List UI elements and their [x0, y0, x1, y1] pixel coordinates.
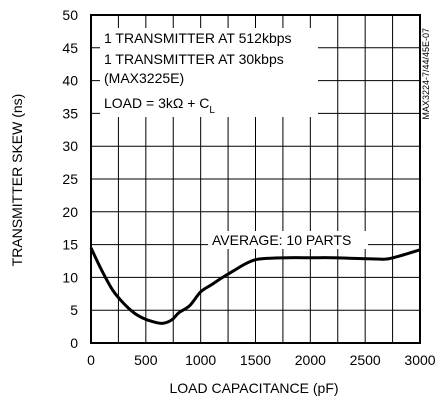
annotation-background: [100, 28, 318, 117]
tick-labels: 0 500 1000 1500 2000 2500 3000 0 5 10 15 20 25 30 35 40…: [62, 7, 435, 368]
x-tick-label: 2500: [350, 352, 381, 368]
annotation-load-subscript: L: [209, 105, 215, 116]
y-tick-label: 45: [62, 40, 78, 56]
annotation-load: LOAD = 3kΩ + CL: [104, 95, 215, 116]
x-tick-label: 0: [87, 352, 95, 368]
annotation-group: 1 TRANSMITTER AT 512kbps 1 TRANSMITTER A…: [100, 28, 318, 117]
y-tick-label: 0: [70, 335, 78, 351]
y-axis-title: TRANSMITTER SKEW (ns): [9, 94, 25, 267]
y-tick-label: 35: [62, 105, 78, 121]
average-label-background: [208, 231, 368, 249]
y-tick-label: 20: [62, 204, 78, 220]
x-tick-label: 1500: [240, 352, 271, 368]
y-tick-label: 5: [70, 302, 78, 318]
series-line: [89, 247, 421, 325]
annotation-line-1: 1 TRANSMITTER AT 512kbps: [104, 30, 292, 46]
series-group: [89, 247, 421, 325]
annotation-line-2: 1 TRANSMITTER AT 30kbps: [104, 51, 284, 67]
annotation-load-prefix: LOAD = 3kΩ + C: [104, 95, 209, 111]
y-tick-label: 40: [62, 73, 78, 89]
figure-id-label: MAX3224-7/44/45E-07: [421, 28, 431, 120]
x-tick-label: 1000: [185, 352, 216, 368]
average-label: AVERAGE: 10 PARTS: [212, 232, 351, 248]
x-tick-label: 500: [134, 352, 158, 368]
y-tick-label: 25: [62, 171, 78, 187]
y-tick-label: 10: [62, 269, 78, 285]
annotation-line-3: (MAX3225E): [104, 70, 184, 86]
plot-frame: [90, 14, 421, 344]
y-tick-label: 30: [62, 138, 78, 154]
x-tick-label: 3000: [404, 352, 435, 368]
y-tick-label: 15: [62, 237, 78, 253]
x-tick-label: 2000: [295, 352, 326, 368]
y-tick-label: 50: [62, 7, 78, 23]
x-axis-title: LOAD CAPACITANCE (pF): [169, 380, 338, 396]
